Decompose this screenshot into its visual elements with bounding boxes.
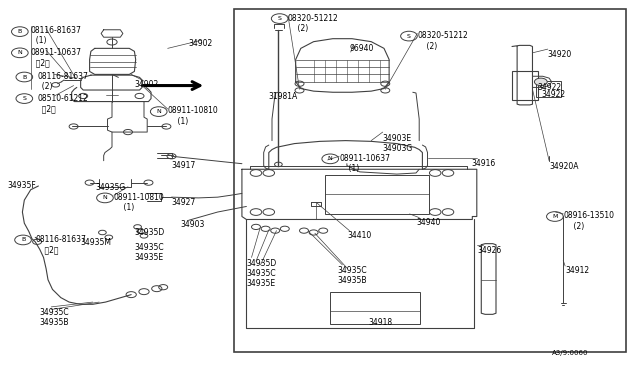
Text: 08911-10810
    (1): 08911-10810 (1) xyxy=(168,106,218,126)
Text: 34902: 34902 xyxy=(134,80,159,89)
Text: 34935D: 34935D xyxy=(134,228,164,237)
Text: S: S xyxy=(407,33,411,39)
Text: 34940: 34940 xyxy=(416,218,440,227)
Text: 34935C
34935B: 34935C 34935B xyxy=(337,266,367,285)
Text: 08911-10637
  ㈇2㈉: 08911-10637 ㈇2㈉ xyxy=(31,48,82,67)
Text: 08510-61212
  ㈇2㈉: 08510-61212 ㈇2㈉ xyxy=(37,94,88,113)
Text: N: N xyxy=(156,109,161,114)
Bar xyxy=(234,9,626,352)
Text: 34410: 34410 xyxy=(348,231,372,240)
Text: 08320-51212
    (2): 08320-51212 (2) xyxy=(288,14,339,33)
Text: 34935D
34935C
34935E: 34935D 34935C 34935E xyxy=(246,259,276,288)
Bar xyxy=(536,81,561,97)
Text: 31981A: 31981A xyxy=(269,92,298,101)
Text: 08116-81637
  (2): 08116-81637 (2) xyxy=(37,72,88,91)
Text: N: N xyxy=(17,50,22,55)
Text: 34926: 34926 xyxy=(477,246,502,254)
Bar xyxy=(512,71,538,100)
Circle shape xyxy=(534,78,547,86)
Text: 34935C
34935B: 34935C 34935B xyxy=(40,308,69,327)
Text: 08116-81637
    ㈇2㈉: 08116-81637 ㈇2㈉ xyxy=(35,235,86,254)
Text: 34935F: 34935F xyxy=(8,181,36,190)
Text: 34903: 34903 xyxy=(180,220,205,229)
Text: B: B xyxy=(18,29,22,34)
Text: 34935G: 34935G xyxy=(95,183,125,192)
Text: M: M xyxy=(552,214,557,219)
Text: 34902: 34902 xyxy=(189,39,213,48)
Text: S: S xyxy=(278,16,282,21)
Text: B: B xyxy=(21,237,25,243)
Text: 34927: 34927 xyxy=(172,198,196,207)
Text: 08911-10810
    (1): 08911-10810 (1) xyxy=(114,193,164,212)
Text: 34920A: 34920A xyxy=(549,162,579,171)
Text: 08911-10637
    (1): 08911-10637 (1) xyxy=(339,154,390,173)
Text: 34912: 34912 xyxy=(565,266,589,275)
Text: 34903E
34903G: 34903E 34903G xyxy=(383,134,413,153)
Text: 34922: 34922 xyxy=(541,90,566,99)
Text: N: N xyxy=(102,195,108,201)
Text: 08116-81637
  (1): 08116-81637 (1) xyxy=(31,26,81,45)
Text: N: N xyxy=(328,156,333,161)
Text: 08320-51212
    (2): 08320-51212 (2) xyxy=(417,31,468,51)
Text: S: S xyxy=(22,96,26,101)
Text: 34917: 34917 xyxy=(172,161,196,170)
Text: 34920: 34920 xyxy=(548,50,572,59)
Text: 96940: 96940 xyxy=(349,44,374,53)
Text: B: B xyxy=(22,74,26,80)
Text: 34918: 34918 xyxy=(369,318,393,327)
Bar xyxy=(330,292,420,324)
Bar xyxy=(325,175,429,214)
Text: A3/9:0060: A3/9:0060 xyxy=(552,350,588,356)
Text: 34922: 34922 xyxy=(538,83,562,92)
Text: 34935C
34935E: 34935C 34935E xyxy=(134,243,164,262)
Text: 34935M: 34935M xyxy=(81,238,111,247)
Text: 34916: 34916 xyxy=(472,159,496,168)
Text: 08916-13510
    (2): 08916-13510 (2) xyxy=(564,211,615,231)
